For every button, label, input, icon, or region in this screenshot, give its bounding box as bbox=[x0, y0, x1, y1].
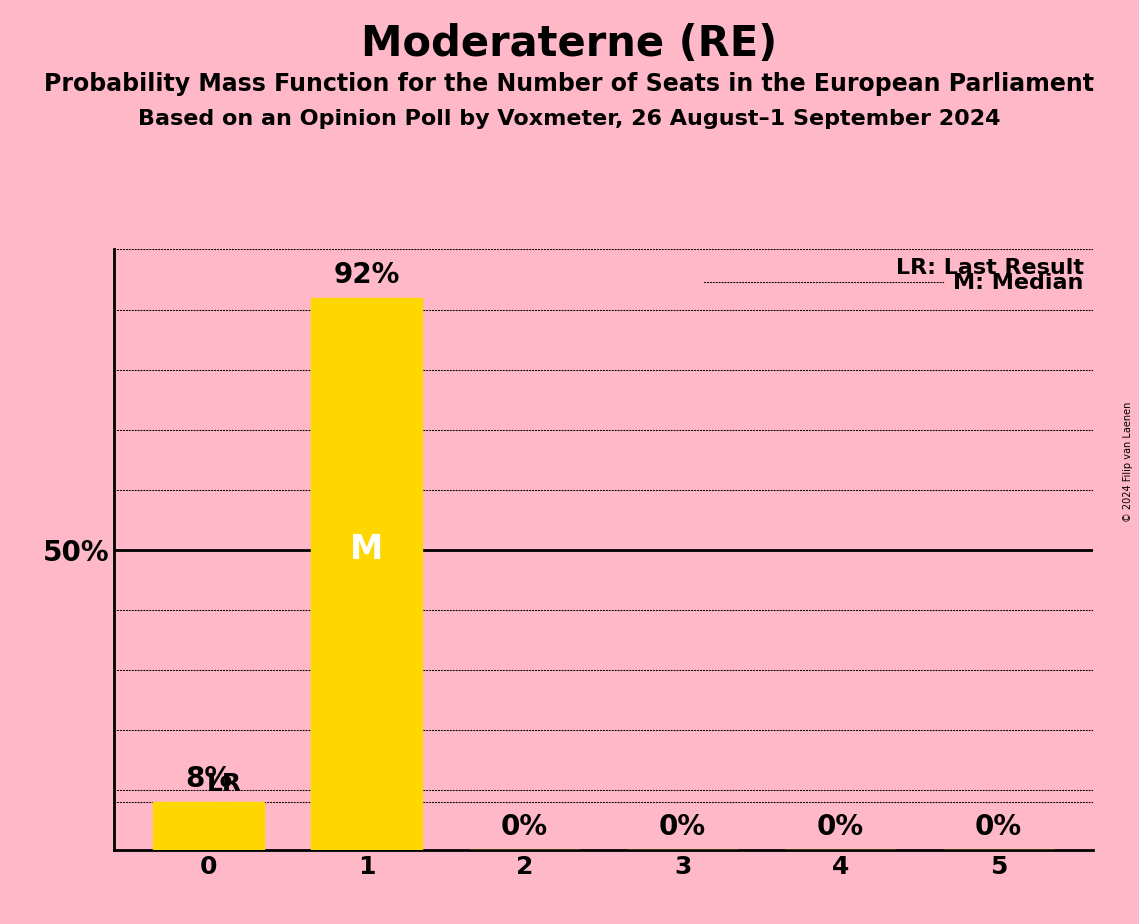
Text: Based on an Opinion Poll by Voxmeter, 26 August–1 September 2024: Based on an Opinion Poll by Voxmeter, 26… bbox=[138, 109, 1001, 129]
Text: M: Median: M: Median bbox=[953, 273, 1083, 293]
Text: 0%: 0% bbox=[975, 813, 1022, 841]
Text: Probability Mass Function for the Number of Seats in the European Parliament: Probability Mass Function for the Number… bbox=[44, 72, 1095, 96]
Text: 0%: 0% bbox=[817, 813, 865, 841]
Text: 92%: 92% bbox=[334, 261, 400, 288]
Text: LR: Last Result: LR: Last Result bbox=[895, 259, 1083, 278]
Text: M: M bbox=[350, 533, 384, 566]
Bar bbox=[154, 802, 264, 850]
Text: LR: LR bbox=[207, 772, 243, 796]
Text: 0%: 0% bbox=[501, 813, 548, 841]
Text: Moderaterne (RE): Moderaterne (RE) bbox=[361, 23, 778, 65]
Text: © 2024 Filip van Laenen: © 2024 Filip van Laenen bbox=[1123, 402, 1133, 522]
Text: 8%: 8% bbox=[186, 765, 232, 793]
Text: 0%: 0% bbox=[659, 813, 706, 841]
Bar bbox=[311, 298, 421, 850]
